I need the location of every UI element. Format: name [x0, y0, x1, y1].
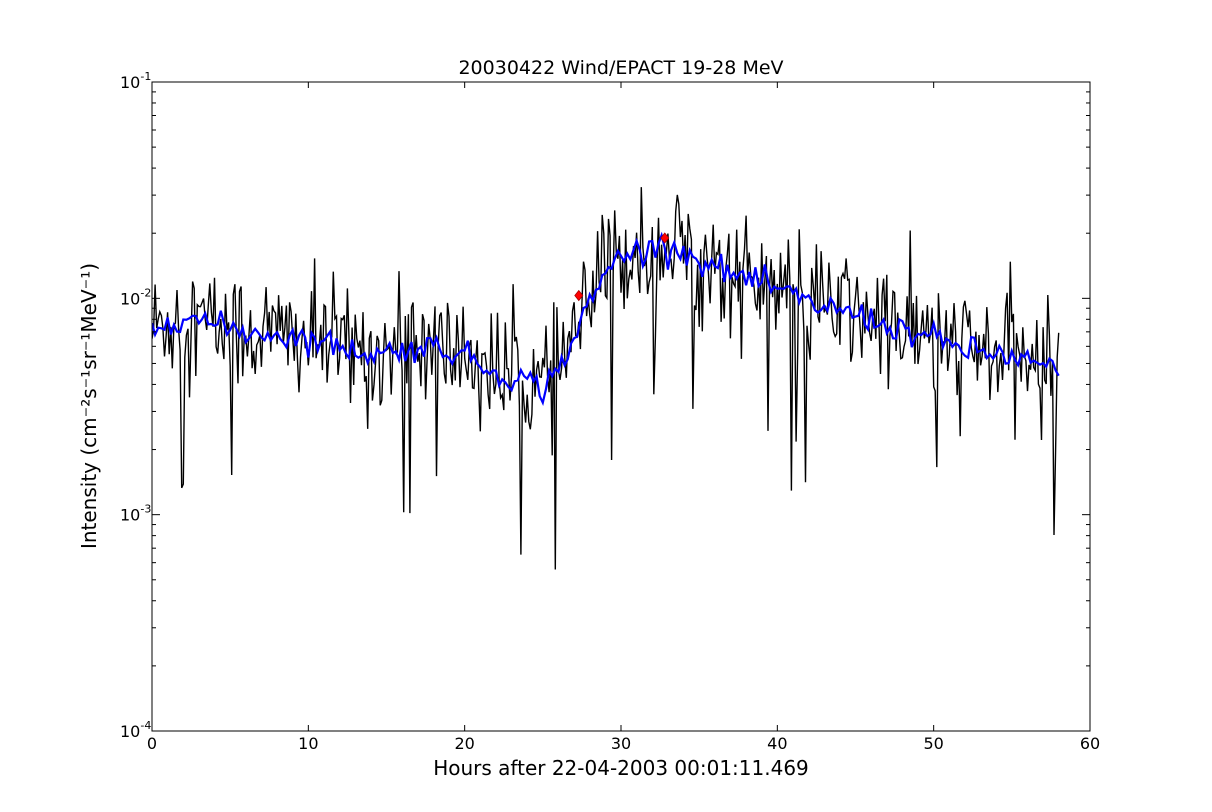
series-raw-intensity-line — [152, 187, 1060, 570]
y-tick-label: 10-4 — [120, 719, 151, 741]
x-tick-label: 50 — [923, 734, 943, 753]
y-tick-label: 10-3 — [120, 503, 151, 525]
y-tick-label: 10-2 — [120, 286, 151, 308]
y-axis-label: Intensity (cm⁻²s⁻¹sr⁻¹MeV⁻¹) — [77, 263, 101, 549]
chart-title: 20030422 Wind/EPACT 19-28 MeV — [458, 57, 783, 79]
x-tick-label: 0 — [147, 734, 157, 753]
x-axis-label: Hours after 22-04-2003 00:01:11.469 — [433, 756, 809, 780]
y-tick-label: 10-1 — [120, 70, 151, 92]
x-tick-label: 60 — [1080, 734, 1100, 753]
y-axis-label-text: Intensity (cm⁻²s⁻¹sr⁻¹MeV⁻¹) — [77, 263, 101, 549]
marker-1 — [574, 289, 584, 302]
x-tick-label: 30 — [611, 734, 631, 753]
marker-2 — [660, 232, 670, 244]
series-smoothed-intensity-line — [152, 231, 1060, 407]
x-tick-label: 40 — [767, 734, 787, 753]
x-tick-label: 20 — [454, 734, 474, 753]
x-tick-label: 10 — [298, 734, 318, 753]
